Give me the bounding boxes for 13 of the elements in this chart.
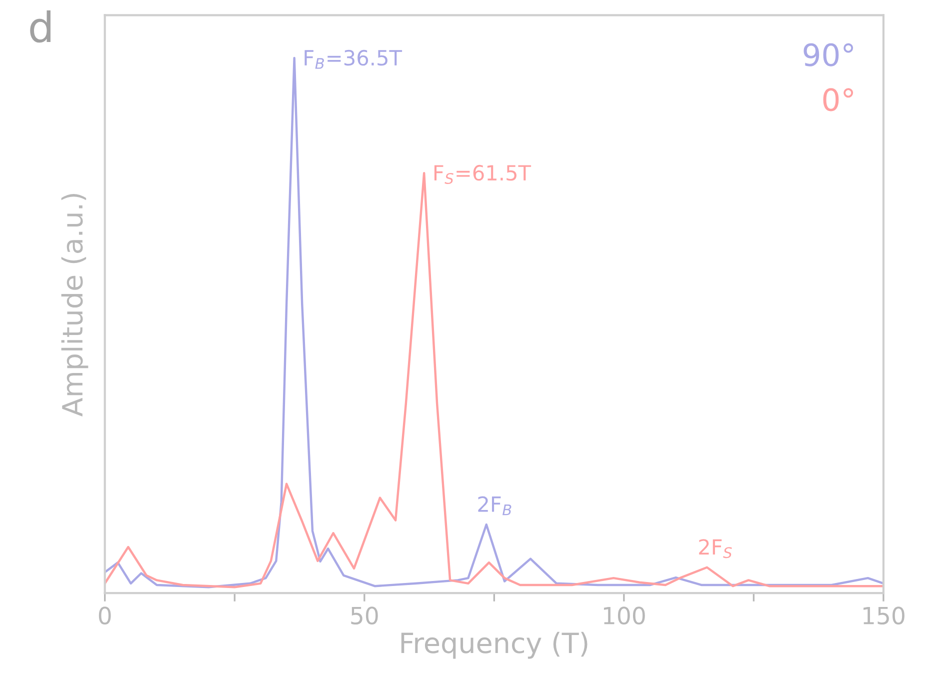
text: 90°	[804, 43, 854, 66]
annotation: 2F$_{S}$	[699, 539, 732, 558]
annotation: 2F$_{B}$	[478, 496, 512, 516]
annotation: F$_{B}$=36.5T	[304, 50, 402, 69]
text: 0°	[823, 88, 854, 112]
x-tick-label: 0	[98, 606, 111, 625]
x-tick-label: 150	[864, 606, 904, 625]
annotation: F$_{S}$=61.5T	[434, 164, 532, 184]
text: d	[30, 10, 51, 43]
y-axis-title: Amplitude (a.u.)	[61, 194, 88, 416]
x-axis-title: Frequency (T)	[401, 632, 588, 659]
x-tick-label: 50	[351, 606, 378, 625]
x-tick-label: 100	[604, 606, 645, 625]
